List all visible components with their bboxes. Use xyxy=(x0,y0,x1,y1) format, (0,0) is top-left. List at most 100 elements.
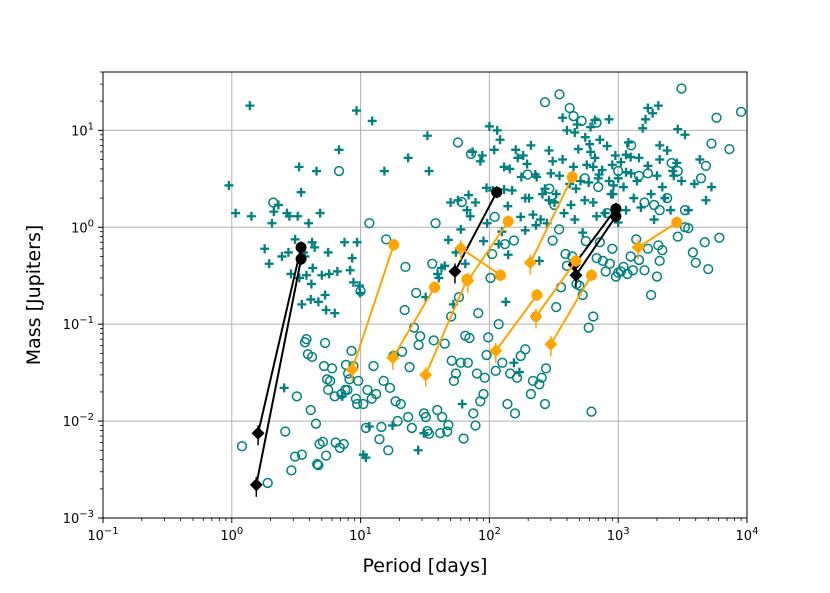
plus-point xyxy=(424,166,434,176)
plus-point xyxy=(695,155,705,165)
open-circle-point xyxy=(360,422,372,434)
plus-point xyxy=(315,208,325,218)
plus-point xyxy=(638,123,648,133)
plus-point xyxy=(361,453,371,463)
plus-point xyxy=(457,399,467,409)
open-circle-point xyxy=(613,165,624,177)
filled-circle-marker xyxy=(585,269,597,281)
open-circle-point xyxy=(551,301,562,313)
open-circle-point xyxy=(600,266,611,277)
pair-connector-line xyxy=(255,258,303,486)
filled-circle-marker xyxy=(610,210,622,222)
open-circle-point xyxy=(350,393,362,404)
filled-circle-marker xyxy=(671,216,683,228)
plus-point xyxy=(629,193,639,203)
open-circle-point xyxy=(428,335,439,346)
plus-point xyxy=(609,180,619,190)
open-circle-point xyxy=(395,398,406,410)
open-circle-point xyxy=(511,372,523,383)
diamond-marker xyxy=(544,337,558,351)
plus-point xyxy=(307,237,317,247)
plus-point xyxy=(513,153,523,163)
plus-point xyxy=(594,170,604,180)
open-circle-point xyxy=(338,438,349,450)
open-circle-point xyxy=(554,224,565,235)
plus-point xyxy=(544,145,554,155)
plus-point xyxy=(524,193,534,203)
open-circle-point xyxy=(479,372,490,383)
open-circle-point xyxy=(286,465,297,476)
open-circle-point xyxy=(525,388,537,400)
open-circle-point xyxy=(378,375,389,387)
plus-point xyxy=(321,305,331,315)
diamond-marker xyxy=(345,363,359,377)
plus-point xyxy=(296,187,306,197)
open-circle-point xyxy=(427,258,438,269)
plus-point xyxy=(422,131,432,141)
open-circle-point xyxy=(400,261,411,273)
plus-point xyxy=(585,139,595,149)
plus-point xyxy=(706,182,716,192)
plus-point xyxy=(464,190,474,200)
pair-connector-line xyxy=(391,286,436,359)
plus-point xyxy=(573,144,583,154)
plus-point xyxy=(558,155,568,165)
plus-point xyxy=(277,251,287,261)
diamond-marker xyxy=(386,351,400,365)
open-circle-point xyxy=(355,285,366,297)
plus-point xyxy=(334,145,344,155)
diamond-marker xyxy=(448,264,462,278)
open-circle-point xyxy=(310,418,322,429)
pair-connector-line xyxy=(454,191,498,272)
open-circle-point xyxy=(324,375,336,387)
plus-point xyxy=(616,157,626,167)
plus-point xyxy=(626,152,636,162)
plus-point xyxy=(551,189,561,199)
filled-circle-marker xyxy=(295,241,307,253)
diamond-marker xyxy=(523,256,537,270)
open-circle-point xyxy=(448,375,460,387)
open-circle-point xyxy=(437,411,448,423)
plus-point xyxy=(536,215,546,225)
open-circle-point xyxy=(540,363,552,374)
open-circle-point xyxy=(690,257,701,268)
y-tick-label: 10−3 xyxy=(63,509,94,527)
open-circle-point xyxy=(358,398,369,410)
pair-connector-line xyxy=(424,278,468,376)
plus-point xyxy=(475,156,485,166)
open-circle-point xyxy=(633,254,645,266)
plus-point xyxy=(456,224,466,234)
open-circle-point xyxy=(262,477,273,489)
diamond-marker xyxy=(529,310,543,324)
plus-point xyxy=(477,151,487,161)
open-circle-point xyxy=(534,379,545,390)
open-circle-point xyxy=(499,238,511,250)
filled-circle-marker xyxy=(570,255,582,267)
open-circle-point xyxy=(724,143,735,155)
open-circle-point xyxy=(700,160,712,172)
plus-point xyxy=(532,172,542,182)
open-circle-point xyxy=(468,408,479,419)
open-circle-point xyxy=(579,173,590,184)
plus-point xyxy=(531,220,541,230)
plus-point xyxy=(571,184,581,194)
pair-connector-line xyxy=(466,220,510,282)
diamond-marker xyxy=(569,268,583,282)
open-circle-point xyxy=(406,422,418,434)
plus-point xyxy=(279,383,289,393)
open-circle-point xyxy=(607,243,618,254)
plus-point xyxy=(673,124,683,134)
diamond-marker xyxy=(251,426,265,440)
open-circle-point xyxy=(456,196,467,208)
diamond-marker xyxy=(631,240,645,254)
plus-point xyxy=(304,218,314,228)
plus-point xyxy=(323,247,333,257)
plus-point xyxy=(621,150,631,160)
plot-area xyxy=(224,83,747,497)
open-circle-point xyxy=(676,83,687,94)
filled-circle-marker xyxy=(388,239,400,251)
open-circle-point xyxy=(383,445,394,456)
open-circle-point xyxy=(539,97,551,108)
open-circle-point xyxy=(346,345,357,357)
plus-point xyxy=(499,162,509,172)
